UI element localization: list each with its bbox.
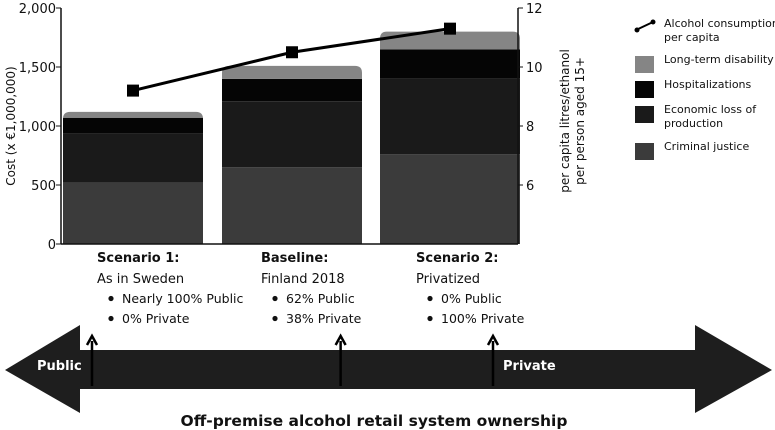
- scenario-bullet: 0% Private: [122, 311, 190, 326]
- marker-head: [486, 333, 500, 346]
- ownership-marker-arrow: [486, 333, 500, 386]
- y2-tick-label: 8: [526, 120, 534, 135]
- legend-line-dot: [650, 19, 656, 25]
- ownership-marker-arrow: [85, 333, 99, 386]
- y-tick-label: 1,500: [19, 61, 56, 76]
- ownership-double-arrow: [5, 325, 772, 413]
- legend-item-hospitalizations: Hospitalizations: [635, 78, 752, 98]
- bar-stack: [222, 65, 362, 244]
- scenario-descriptions: Scenario 1: As in Sweden Nearly 100% Publi…: [97, 251, 525, 326]
- scenario-title: Scenario 1:: [97, 251, 179, 266]
- legend-item-criminal-justice: Criminal justice: [635, 140, 749, 160]
- scenario-subtitle: As in Sweden: [97, 272, 184, 287]
- scenario-block: Scenario 2: Privatized 0% Public 100% Priva…: [416, 251, 525, 326]
- ownership-marker-arrow: [334, 333, 347, 386]
- scenario-bullet: 38% Private: [286, 311, 362, 326]
- bar-segment-economic-loss: [380, 78, 520, 155]
- left-tick-labels: 0 500 1,000 1,500 2,000: [19, 2, 61, 253]
- legend-label: Criminal justice: [664, 140, 749, 153]
- bar-stack: [380, 31, 520, 244]
- private-label: Private: [503, 359, 556, 374]
- consumption-line-layer: [127, 22, 456, 97]
- scenario-block: Baseline: Finland 2018 62% Public 38% Priva…: [261, 251, 362, 326]
- bar-segment-hospitalizations: [63, 117, 203, 134]
- bullet-dot: [272, 315, 278, 322]
- y2-tick-label: 10: [526, 61, 543, 76]
- ownership-axis-title: Off-premise alcohol retail system owners…: [181, 412, 568, 430]
- bar-segment-hospitalizations: [380, 49, 520, 79]
- legend-swatch: [635, 81, 654, 98]
- marker-head: [334, 333, 347, 346]
- bullet-dot: [108, 315, 114, 322]
- scenario-bullet: 100% Private: [441, 311, 525, 326]
- legend-line-dot: [634, 27, 640, 33]
- scenario-bullet: Nearly 100% Public: [122, 291, 244, 306]
- legend-label: per capita: [664, 31, 720, 44]
- legend-swatch: [635, 143, 654, 160]
- bar-segment-criminal-justice: [63, 182, 203, 244]
- y2-tick-label: 12: [526, 2, 543, 17]
- scenario-subtitle: Finland 2018: [261, 272, 345, 287]
- consumption-point: [127, 84, 139, 97]
- scenario-bullet: 0% Public: [441, 291, 502, 306]
- bullet-dot: [427, 295, 433, 302]
- legend-item-long-term-disability: Long-term disability: [635, 53, 774, 73]
- bullet-dot: [108, 295, 114, 302]
- bar-segment-long-term-disability: [222, 65, 362, 79]
- bar-segment-hospitalizations: [222, 78, 362, 102]
- consumption-point: [286, 46, 298, 59]
- y-tick-label: 2,000: [19, 2, 56, 17]
- y-tick-label: 1,000: [19, 120, 56, 135]
- ownership-arrow: Public Private: [5, 325, 772, 413]
- scenario-block: Scenario 1: As in Sweden Nearly 100% Publi…: [97, 251, 244, 326]
- y2-tick-label: 6: [526, 179, 534, 194]
- ownership-markers: [85, 333, 500, 386]
- y2-axis-title-line-2: per person aged 15+: [573, 57, 587, 185]
- legend-label: Hospitalizations: [664, 78, 752, 91]
- scenario-title: Baseline:: [261, 251, 328, 266]
- bars-layer: [63, 31, 520, 244]
- bar-segment-long-term-disability: [380, 31, 520, 50]
- scenario-title: Scenario 2:: [416, 251, 498, 266]
- legend-label: production: [664, 117, 723, 130]
- right-tick-labels: 6 8 10 12: [518, 2, 543, 194]
- bar-stack: [63, 111, 203, 244]
- public-label: Public: [37, 359, 82, 374]
- legend-swatch: [635, 106, 654, 123]
- y2-axis-title-line-1: per capita litres/ethanol: [558, 49, 572, 193]
- legend-label: Alcohol consumption: [664, 17, 775, 30]
- y-tick-label: 0: [48, 238, 56, 253]
- bullet-dot: [427, 315, 433, 322]
- bar-segment-criminal-justice: [222, 167, 362, 244]
- marker-head: [85, 333, 99, 346]
- legend-label: Long-term disability: [664, 53, 774, 66]
- y-axis-title: Cost (x €1,000,000): [4, 66, 18, 185]
- bar-segment-economic-loss: [222, 101, 362, 168]
- y-tick-label: 500: [31, 179, 56, 194]
- scenario-subtitle: Privatized: [416, 272, 480, 287]
- bar-segment-criminal-justice: [380, 154, 520, 244]
- bar-segment-long-term-disability: [63, 111, 203, 119]
- scenario-bullet: 62% Public: [286, 291, 355, 306]
- bar-segment-economic-loss: [63, 133, 203, 183]
- legend-label: Economic loss of: [664, 103, 757, 116]
- bullet-dot: [272, 295, 278, 302]
- legend-swatch: [635, 56, 654, 73]
- consumption-point: [444, 22, 456, 35]
